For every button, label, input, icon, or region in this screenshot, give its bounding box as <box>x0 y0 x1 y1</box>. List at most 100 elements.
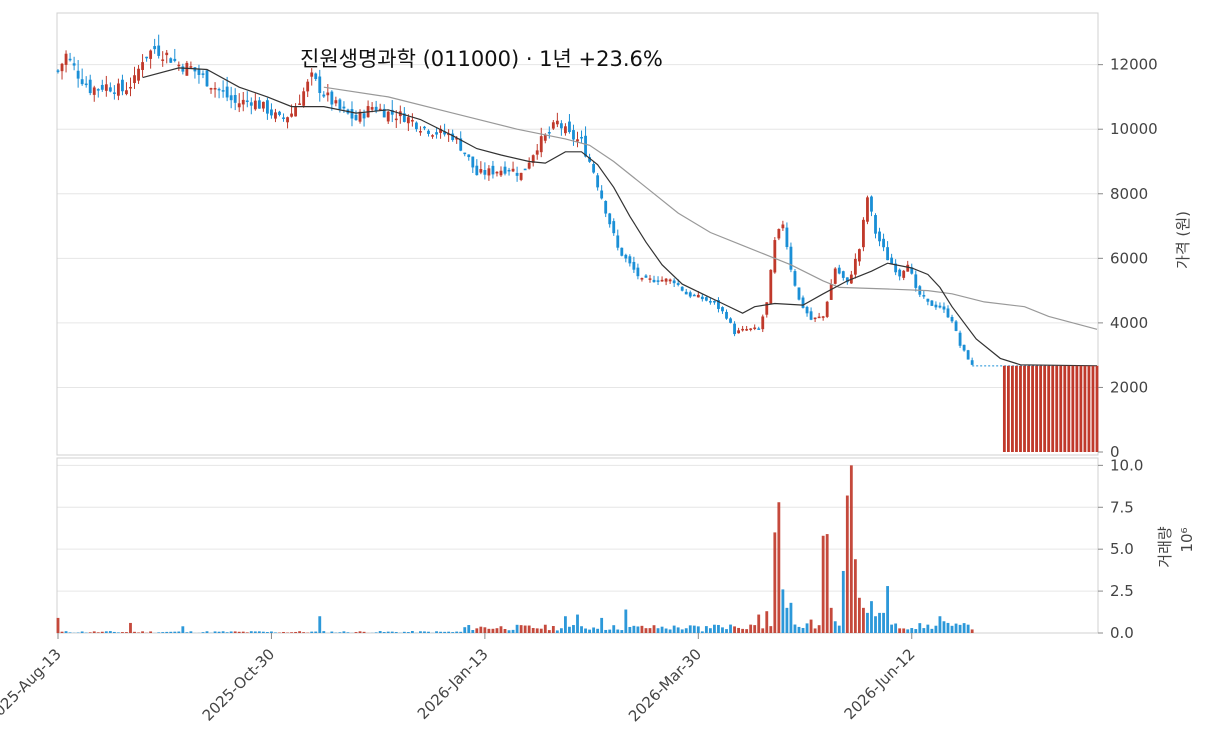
volume-bar <box>423 631 426 633</box>
volume-bar <box>822 536 825 633</box>
volume-bar <box>443 632 446 633</box>
candle-body <box>689 292 692 296</box>
volume-bar <box>572 625 575 633</box>
volume-bar <box>955 624 958 633</box>
volume-bar <box>673 626 676 633</box>
price-tick-label: 8000 <box>1110 185 1148 203</box>
volume-bar <box>697 626 700 633</box>
candle-body <box>963 345 966 351</box>
candle-body <box>133 75 136 83</box>
candle-body <box>250 102 253 105</box>
volume-bar <box>951 626 954 633</box>
candle-body <box>210 88 213 90</box>
candle-body <box>580 137 583 139</box>
volume-bar <box>226 632 229 633</box>
candle-body <box>600 191 603 199</box>
candle-body <box>161 59 164 61</box>
volume-bar <box>435 631 438 633</box>
volume-bar <box>604 630 607 633</box>
volume-bar <box>935 626 938 633</box>
candle-body <box>628 256 631 263</box>
volume-bar <box>483 627 486 633</box>
candle-body <box>149 51 152 59</box>
candlesticks <box>57 35 1097 366</box>
placeholder-bar <box>1023 366 1026 452</box>
volume-bar <box>689 625 692 633</box>
volume-bar <box>548 630 551 633</box>
volume-bar <box>556 630 559 633</box>
candle-body <box>431 135 434 137</box>
volume-bar <box>681 629 684 633</box>
volume-bar <box>874 616 877 633</box>
candle-body <box>387 112 390 122</box>
volume-bar <box>725 629 728 633</box>
candle-body <box>355 115 358 120</box>
volume-bar <box>97 632 100 633</box>
candle-body <box>286 117 289 122</box>
volume-bar <box>113 632 116 633</box>
volume-bar <box>479 627 482 633</box>
candle-body <box>661 280 664 282</box>
candle-body <box>858 249 861 261</box>
volume-bar <box>584 629 587 633</box>
candle-body <box>842 271 845 278</box>
candle-body <box>705 297 708 300</box>
volume-tick-label: 2.5 <box>1110 582 1134 600</box>
candle-body <box>548 132 551 134</box>
candle-body <box>838 268 841 274</box>
candle-body <box>737 330 740 333</box>
volume-bar <box>729 625 732 633</box>
candle-body <box>93 87 96 94</box>
volume-bar <box>717 625 720 633</box>
candle-body <box>234 95 237 103</box>
date-tick-label: 2025-Aug-13 <box>0 645 65 726</box>
candle-body <box>935 305 938 308</box>
candle-body <box>749 328 752 330</box>
volume-bar <box>749 625 752 633</box>
candle-body <box>930 301 933 306</box>
volume-bar <box>971 629 974 633</box>
candle-body <box>129 87 132 89</box>
volume-bar <box>318 616 321 633</box>
date-tick-label: 2026-Mar-30 <box>625 645 705 725</box>
placeholder-bar <box>1071 366 1074 452</box>
candle-body <box>870 197 873 212</box>
volume-bar <box>898 628 901 633</box>
volume-bar <box>806 623 809 633</box>
volume-bar <box>902 628 905 633</box>
candle-body <box>153 46 156 49</box>
volume-bar <box>185 632 188 633</box>
candle-body <box>693 295 696 297</box>
candle-body <box>886 247 889 260</box>
volume-bar <box>669 629 672 633</box>
volume-bar <box>266 632 269 633</box>
volume-bar <box>177 632 180 633</box>
candle-body <box>294 107 297 116</box>
volume-bar <box>709 628 712 633</box>
candle-body <box>89 80 92 93</box>
volume-bar <box>564 616 567 633</box>
volume-bar <box>447 632 450 633</box>
volume-bar <box>355 632 358 633</box>
volume-bar <box>294 632 297 633</box>
volume-bar <box>137 632 140 633</box>
candle-body <box>496 172 499 174</box>
candle-body <box>230 95 233 100</box>
candle-body <box>483 170 486 175</box>
volume-bar <box>117 632 120 633</box>
volume-bar <box>302 632 305 633</box>
candle-body <box>262 102 265 109</box>
volume-bar <box>862 608 865 633</box>
volume-bar <box>109 631 112 633</box>
volume-bar <box>894 624 897 633</box>
candle-body <box>222 90 225 92</box>
volume-bar <box>693 626 696 633</box>
volume-bar <box>870 601 873 633</box>
candle-body <box>612 221 615 233</box>
candle-body <box>467 154 470 157</box>
volume-bar <box>580 626 583 633</box>
volume-bar <box>818 625 821 633</box>
volume-bar <box>773 532 776 633</box>
